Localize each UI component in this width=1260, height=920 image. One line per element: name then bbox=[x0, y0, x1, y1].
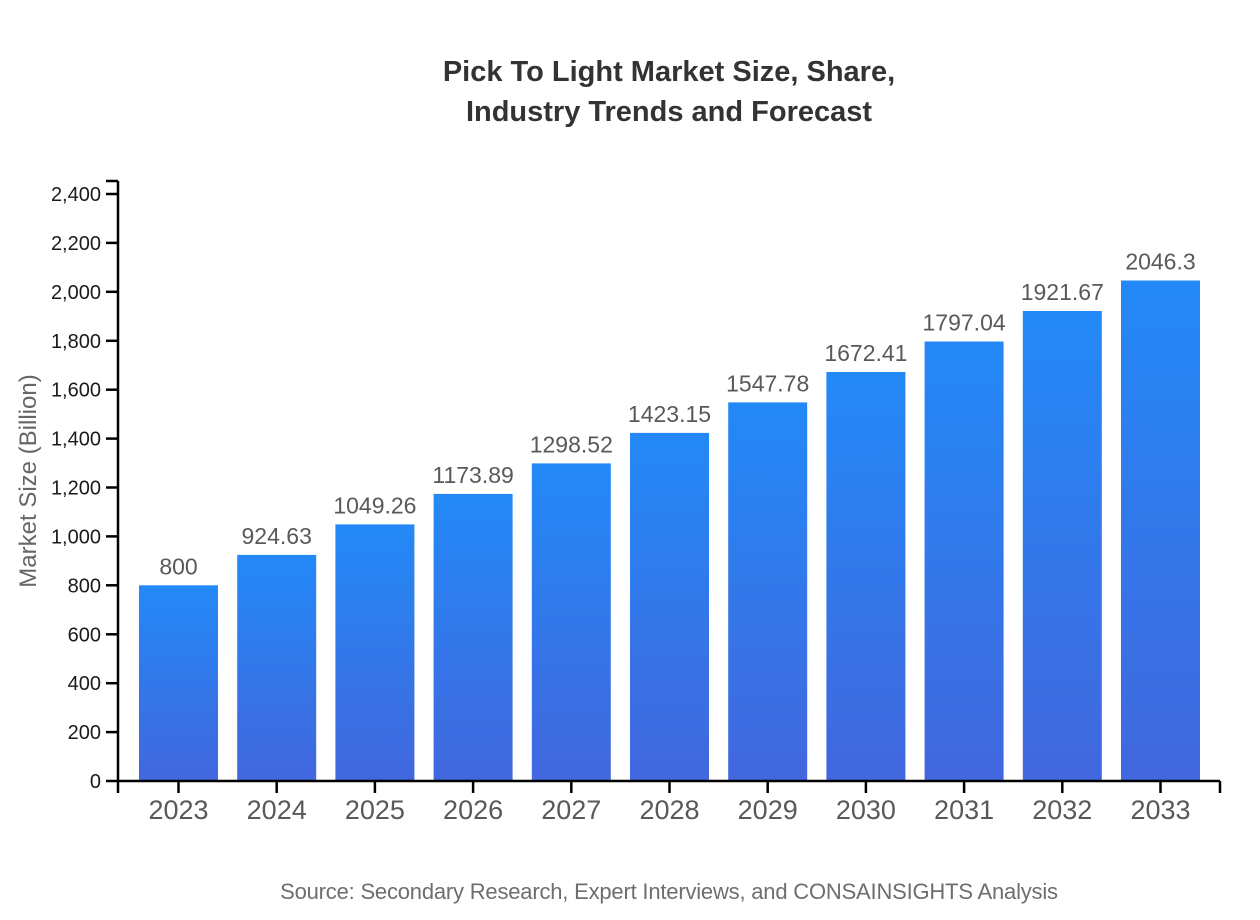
x-tick-label: 2030 bbox=[836, 795, 896, 825]
bar-2028 bbox=[630, 432, 709, 781]
bar-2026 bbox=[433, 493, 513, 781]
bar-value-label: 1173.89 bbox=[432, 462, 513, 488]
y-tick-label: 200 bbox=[68, 722, 101, 744]
bar-2032 bbox=[1022, 311, 1102, 781]
bar-value-label: 1797.04 bbox=[923, 310, 1006, 336]
y-tick-label: 2,200 bbox=[51, 233, 101, 255]
y-tick-label: 600 bbox=[68, 624, 101, 646]
y-tick-label: 400 bbox=[68, 673, 101, 695]
x-tick-label: 2028 bbox=[639, 795, 699, 825]
chart-title-line2: Industry Trends and Forecast bbox=[465, 96, 873, 128]
bar-2027 bbox=[531, 463, 611, 781]
bar-2031 bbox=[924, 341, 1004, 781]
source-note: Source: Secondary Research, Expert Inter… bbox=[280, 879, 1058, 904]
y-tick-label: 800 bbox=[68, 575, 101, 597]
bar-2023 bbox=[139, 585, 218, 781]
x-tick-label: 2033 bbox=[1130, 795, 1190, 825]
bar-2024 bbox=[237, 554, 317, 781]
bar-2029 bbox=[728, 402, 808, 781]
y-tick-label: 1,000 bbox=[51, 526, 101, 548]
bar-value-label: 2046.3 bbox=[1125, 249, 1195, 275]
bar-value-label: 1672.41 bbox=[824, 340, 907, 366]
y-tick-label: 1,200 bbox=[51, 478, 101, 500]
bar-value-label: 1049.26 bbox=[333, 492, 416, 518]
x-tick-label: 2025 bbox=[345, 795, 405, 825]
bar-value-label: 1298.52 bbox=[530, 431, 613, 457]
bar-value-label: 800 bbox=[159, 553, 197, 579]
x-tick-label: 2032 bbox=[1032, 795, 1092, 825]
bar-2025 bbox=[335, 524, 415, 781]
bar-value-label: 1547.78 bbox=[726, 370, 809, 396]
x-tick-label: 2024 bbox=[247, 795, 307, 825]
x-tick-label: 2031 bbox=[934, 795, 994, 825]
bar-value-label: 1921.67 bbox=[1021, 279, 1104, 305]
x-tick-label: 2026 bbox=[443, 795, 503, 825]
bar-2030 bbox=[826, 372, 906, 781]
y-tick-label: 2,400 bbox=[51, 184, 101, 206]
y-tick-label: 2,000 bbox=[51, 282, 101, 304]
y-axis-title: Market Size (Billion) bbox=[15, 374, 42, 587]
y-tick-label: 1,600 bbox=[51, 380, 101, 402]
y-tick-label: 1,800 bbox=[51, 331, 101, 353]
bar-value-label: 1423.15 bbox=[628, 401, 711, 427]
bar-2033 bbox=[1121, 280, 1200, 781]
x-tick-label: 2029 bbox=[738, 795, 798, 825]
x-tick-label: 2023 bbox=[148, 795, 208, 825]
y-tick-label: 1,400 bbox=[51, 429, 101, 451]
x-tick-label: 2027 bbox=[541, 795, 601, 825]
y-tick-label: 0 bbox=[90, 771, 101, 793]
chart-title: Pick To Light Market Size, Share, Indust… bbox=[118, 52, 1220, 132]
bar-value-label: 924.63 bbox=[242, 523, 312, 549]
chart-title-line1: Pick To Light Market Size, Share, bbox=[442, 56, 896, 88]
